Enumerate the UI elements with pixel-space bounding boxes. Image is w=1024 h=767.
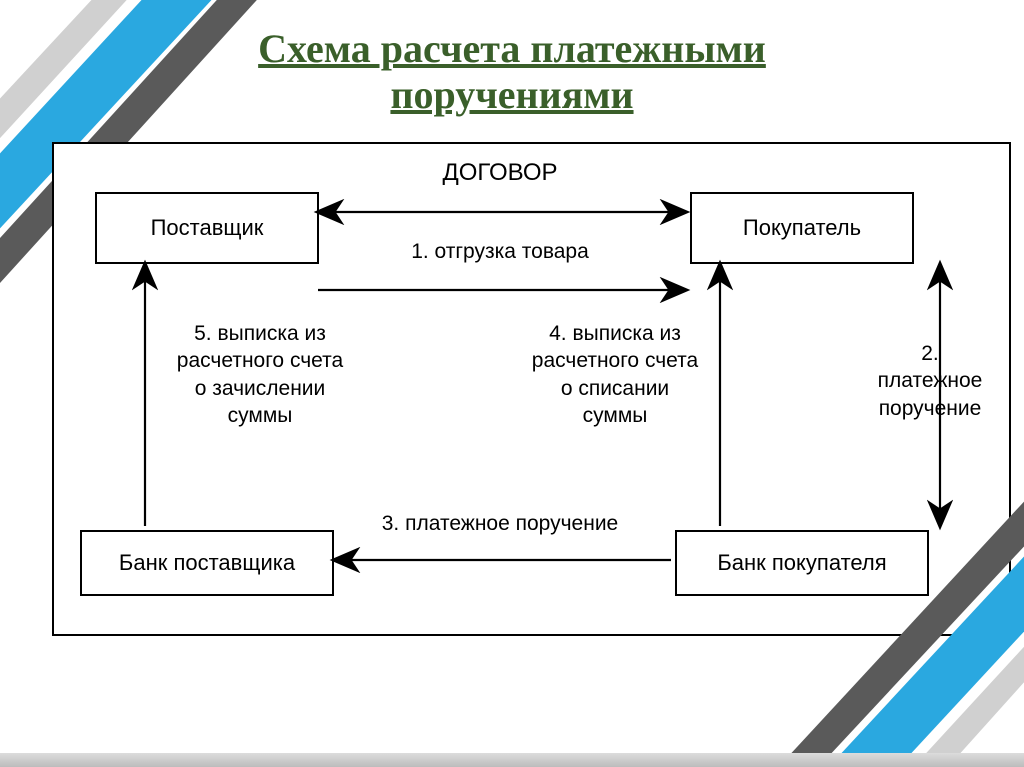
corner-stripes-bottom — [0, 0, 1024, 767]
slide: { "title": { "line1": "Схема расчета пла… — [0, 0, 1024, 767]
bottom-shadow — [0, 753, 1024, 767]
